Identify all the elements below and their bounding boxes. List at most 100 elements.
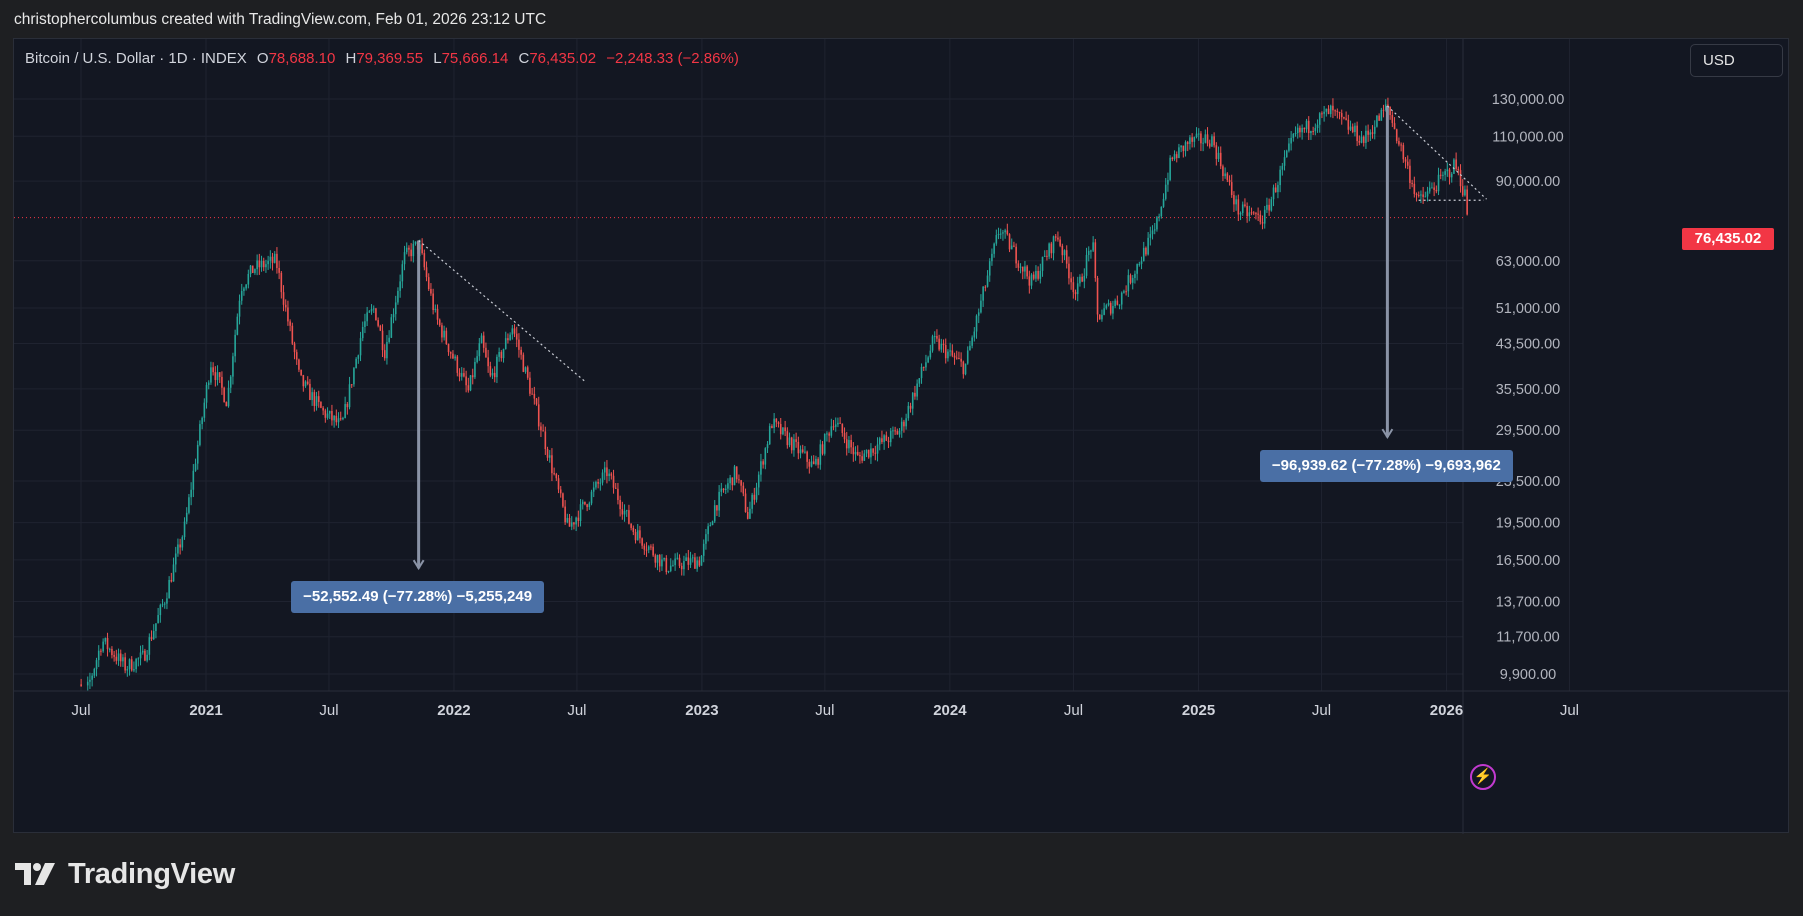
candle-body <box>993 243 995 254</box>
candle-body <box>632 527 635 533</box>
candle-body <box>1290 137 1292 144</box>
candle-body <box>964 363 967 375</box>
candle-body <box>410 249 412 257</box>
candle-body <box>1219 152 1222 167</box>
candle-body <box>1389 106 1391 116</box>
candle-body <box>1294 133 1297 135</box>
candle-body <box>1285 150 1288 158</box>
candle-body <box>150 637 153 640</box>
candle-body <box>870 448 872 458</box>
candle-body <box>1222 166 1224 177</box>
candle-body <box>427 277 430 290</box>
candle-body <box>1169 157 1171 180</box>
candle-body <box>551 455 553 474</box>
candle-body <box>617 488 619 500</box>
symbol-label[interactable]: Bitcoin / U.S. Dollar · 1D · INDEX <box>25 50 247 67</box>
candle-body <box>1215 145 1218 159</box>
candle-body <box>1015 246 1017 264</box>
candle-body <box>1074 292 1077 295</box>
candle-body <box>170 579 173 582</box>
candle-body <box>592 487 595 492</box>
candle-body <box>914 392 916 397</box>
candle-body <box>597 482 599 484</box>
candle-body <box>1437 174 1440 192</box>
candle-body <box>496 356 498 378</box>
candle-body <box>1332 105 1334 111</box>
candle-body <box>216 372 219 381</box>
tradingview-logo[interactable]: TradingView <box>15 857 235 891</box>
candle-body <box>786 431 789 446</box>
candle-body <box>383 350 386 359</box>
candle-body <box>608 473 610 477</box>
candle-body <box>777 422 780 424</box>
candle-body <box>1160 206 1163 217</box>
chart-frame[interactable]: 130,000.00 110,000.00 90,000.00 63,000.00 51… <box>13 38 1790 834</box>
last-price-tag: 76,435.02 <box>1682 228 1774 250</box>
candle-body <box>1241 204 1244 213</box>
candle-body <box>647 546 650 550</box>
candle-body <box>658 554 661 567</box>
candle-body <box>1362 136 1365 143</box>
candle-body <box>368 311 371 313</box>
candle-body <box>669 565 672 571</box>
candle-body <box>876 444 879 454</box>
candle-body <box>1281 165 1284 170</box>
candle-body <box>984 286 987 288</box>
measure-label[interactable]: −52,552.49 (−77.28%) −5,255,249 <box>291 581 545 614</box>
candle-body <box>438 319 441 326</box>
candle-body <box>1411 182 1413 184</box>
candle-body <box>522 354 525 372</box>
candle-body <box>1204 134 1207 143</box>
candle-body <box>782 427 784 435</box>
candle-body <box>199 424 201 445</box>
candle-body <box>826 433 828 435</box>
candle-body <box>698 560 701 566</box>
candle-body <box>856 451 859 456</box>
candle-body <box>874 452 877 454</box>
candle-body <box>817 458 819 465</box>
candle-body <box>1092 242 1094 251</box>
candle-body <box>254 269 256 273</box>
price-chart[interactable]: 130,000.00 110,000.00 90,000.00 63,000.00 51… <box>14 39 1790 834</box>
candle-body <box>1024 266 1026 272</box>
candle-body <box>361 326 364 339</box>
candle-body <box>1107 302 1110 306</box>
candle-body <box>1376 115 1378 127</box>
y-tick-label: 35,500.00 <box>1496 382 1561 398</box>
candle-body <box>1310 130 1312 134</box>
candle-body <box>1046 255 1048 257</box>
candle-body <box>339 418 342 420</box>
candle-body <box>1237 199 1240 215</box>
candle-body <box>916 383 918 397</box>
candle-body <box>674 558 676 566</box>
candle-body <box>579 504 582 522</box>
candle-body <box>203 402 206 418</box>
candle-body <box>86 681 89 686</box>
candle-body <box>907 405 910 419</box>
candle-body <box>218 372 221 377</box>
candle-body <box>104 637 107 642</box>
candle-body <box>936 336 938 339</box>
measure-label[interactable]: −96,939.62 (−77.28%) −9,693,962 <box>1259 450 1513 483</box>
candle-body <box>1347 119 1350 130</box>
lightning-bolt-icon[interactable]: ⚡ <box>1470 764 1496 790</box>
candle-body <box>933 336 936 338</box>
candle-body <box>997 233 1000 236</box>
candle-body <box>951 350 954 356</box>
candle-body <box>555 474 558 479</box>
candle-body <box>636 530 639 541</box>
candle-body <box>177 544 179 554</box>
candle-body <box>463 373 465 377</box>
candle-body <box>447 343 450 353</box>
candle-body <box>1424 196 1427 198</box>
candle-body <box>1101 314 1103 320</box>
currency-button[interactable]: USD <box>1690 44 1783 77</box>
candle-body <box>513 328 516 334</box>
candle-body <box>108 648 111 650</box>
candle-body <box>603 467 606 473</box>
candle-body <box>630 523 632 528</box>
candle-body <box>247 273 250 285</box>
candle-body <box>267 260 269 265</box>
candle-body <box>1211 136 1213 147</box>
candle-body <box>390 317 393 338</box>
